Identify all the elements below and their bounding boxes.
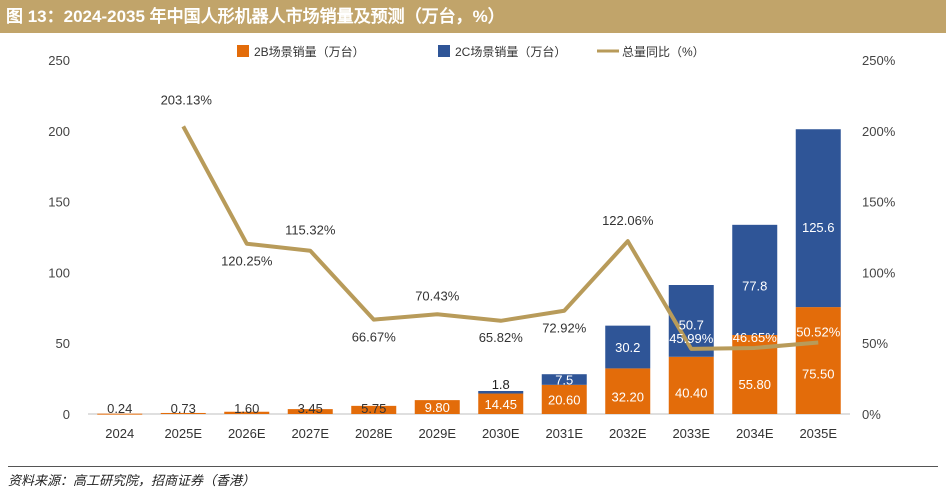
data-label-yoy: 65.82%	[479, 330, 524, 345]
y-right-tick-label: 250%	[862, 53, 896, 68]
bar-2b	[97, 413, 143, 415]
data-label-2c: 1.8	[492, 377, 510, 392]
bar-2b	[668, 356, 714, 414]
x-tick-label: 2034E	[736, 426, 774, 441]
data-label-yoy: 115.32%	[285, 223, 336, 238]
data-label-2c: 125.6	[802, 220, 835, 235]
data-label-2b: 40.40	[675, 385, 708, 400]
data-label-2c: 7.5	[555, 373, 573, 388]
data-label-2c: 50.7	[679, 317, 704, 332]
bar-2b	[287, 409, 333, 414]
bar-2c	[605, 325, 651, 369]
bar-2c	[732, 224, 778, 335]
legend-label-1: 2B场景销量（万台）	[254, 44, 365, 59]
data-label-2b: 0.24	[107, 401, 132, 416]
data-label-2b: 1.60	[234, 401, 259, 416]
data-label-yoy: 50.52%	[796, 324, 841, 339]
x-tick-label: 2030E	[482, 426, 520, 441]
data-label-2b: 14.45	[484, 397, 517, 412]
y-left-tick-label: 200	[48, 124, 70, 139]
data-label-2c: 77.8	[742, 278, 767, 293]
y-right-tick-label: 150%	[862, 195, 896, 210]
legend-swatch-1	[237, 45, 249, 57]
data-label-yoy: 122.06%	[602, 213, 654, 228]
data-label-2b: 9.80	[425, 400, 450, 415]
bar-2b	[795, 307, 841, 414]
bar-2c	[541, 374, 587, 385]
x-tick-label: 2027E	[291, 426, 329, 441]
y-right-tick-label: 200%	[862, 124, 896, 139]
data-label-yoy: 120.25%	[221, 254, 273, 269]
legend-label-2: 2C场景销量（万台）	[455, 44, 566, 59]
bar-2b	[224, 411, 270, 414]
data-label-2b: 3.45	[298, 401, 323, 416]
data-label-yoy: 72.92%	[542, 321, 587, 336]
data-label-2b: 0.73	[171, 401, 196, 416]
data-label-yoy: 45.99%	[669, 331, 714, 346]
y-left-tick-label: 0	[63, 407, 70, 422]
data-label-2b: 20.60	[548, 392, 581, 407]
bar-2b	[414, 400, 460, 414]
legend-label-3: 总量同比（%）	[622, 45, 705, 59]
y-left-tick-label: 50	[56, 336, 70, 351]
y-right-tick-label: 100%	[862, 265, 896, 280]
x-tick-label: 2025E	[164, 426, 202, 441]
bar-2b	[160, 412, 206, 414]
y-left-tick-label: 100	[48, 265, 70, 280]
x-tick-label: 2032E	[609, 426, 647, 441]
data-label-yoy: 46.65%	[733, 330, 778, 345]
x-tick-label: 2035E	[799, 426, 837, 441]
bar-2b	[541, 384, 587, 414]
data-label-2b: 55.80	[738, 377, 771, 392]
x-tick-label: 2033E	[672, 426, 710, 441]
chart: 2B场景销量（万台） 2C场景销量（万台） 总量同比（%） 0 50 100 150 200 2…	[48, 44, 896, 441]
data-label-2c: 30.2	[615, 340, 640, 355]
source-note: 资料来源：高工研究院，招商证券（香港）	[8, 474, 256, 489]
x-tick-label: 2028E	[355, 426, 393, 441]
y-left-tick-label: 250	[48, 53, 70, 68]
bar-2b	[351, 405, 397, 414]
data-label-yoy: 66.67%	[352, 330, 397, 345]
y-right-tick-label: 0%	[862, 407, 881, 422]
x-tick-label: 2031E	[545, 426, 583, 441]
source-divider	[8, 466, 938, 467]
data-label-2b: 5.75	[361, 401, 386, 416]
y-left-tick-label: 150	[48, 195, 70, 210]
line-yoy	[181, 125, 819, 351]
figure-title: 图 13：2024-2035 年中国人形机器人市场销量及预测（万台，%）	[0, 0, 946, 33]
data-label-yoy: 70.43%	[415, 288, 460, 303]
bar-2c	[478, 390, 524, 394]
bar-2b	[605, 368, 651, 414]
data-label-yoy: 203.13%	[161, 92, 213, 107]
y-right-tick-label: 50%	[862, 336, 888, 351]
data-label-2b: 32.20	[611, 390, 644, 405]
x-tick-label: 2026E	[228, 426, 266, 441]
bar-2c	[795, 129, 841, 308]
legend-swatch-2	[438, 45, 450, 57]
data-label-2b: 75.50	[802, 366, 835, 381]
x-tick-label: 2029E	[418, 426, 456, 441]
bar-2b	[478, 393, 524, 414]
x-tick-label: 2024	[105, 426, 134, 441]
